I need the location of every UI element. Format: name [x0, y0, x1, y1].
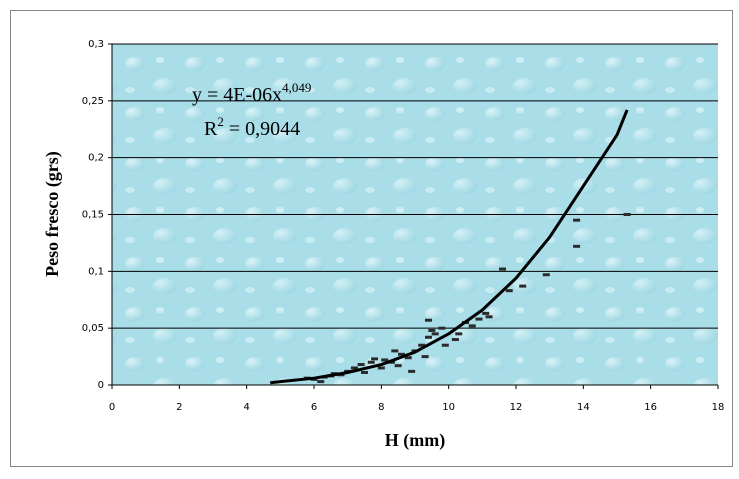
data-point	[418, 343, 426, 347]
y-tick-label: 0,05	[82, 323, 104, 334]
data-point	[371, 357, 379, 361]
equation-base: y = 4E-06x	[192, 84, 282, 106]
data-point	[475, 317, 483, 321]
data-point	[499, 267, 507, 271]
data-point	[424, 318, 432, 322]
data-point	[451, 338, 459, 342]
labels: 0 0,05 0,1 0,15 0,2 0,25 0,3 0 2 4 6 8 10 12 14 16 18	[82, 39, 725, 413]
data-point	[404, 356, 412, 360]
data-point	[367, 360, 375, 364]
x-tick-label: 0	[109, 402, 115, 413]
data-point	[377, 366, 385, 370]
x-tick-label: 18	[712, 402, 725, 413]
data-point	[573, 218, 581, 222]
x-tick-label: 8	[378, 402, 384, 413]
y-tick-label: 0,2	[88, 153, 104, 164]
data-point	[394, 364, 402, 368]
equation: y = 4E-06x4,049	[192, 80, 311, 106]
x-tick-label: 6	[311, 402, 317, 413]
y-tick-label: 0,3	[88, 39, 104, 50]
data-point	[391, 349, 399, 353]
y-tick-label: 0,1	[88, 266, 104, 277]
y-axis-title: Peso fresco (grs)	[42, 151, 63, 277]
r-squared-value: = 0,9044	[224, 118, 300, 140]
x-tick-label: 2	[176, 402, 182, 413]
data-point	[455, 332, 463, 336]
data-point	[505, 289, 513, 293]
x-tick-label: 16	[644, 402, 657, 413]
data-point	[421, 355, 429, 359]
r-squared: R2 = 0,9044	[204, 114, 300, 140]
data-point	[357, 363, 365, 367]
y-tick-label: 0	[98, 380, 104, 391]
data-point	[424, 335, 432, 339]
data-point	[441, 343, 449, 347]
data-point	[485, 315, 493, 319]
data-point	[623, 213, 631, 216]
equation-exponent: 4,049	[282, 80, 311, 95]
r-squared-exponent: 2	[217, 114, 224, 129]
data-point	[542, 273, 550, 277]
trend-line	[270, 109, 629, 385]
y-tick-label: 0,15	[82, 210, 104, 221]
x-axis-title: H (mm)	[385, 430, 445, 451]
x-tick-label: 4	[243, 402, 249, 413]
x-tick-label: 12	[510, 402, 523, 413]
data-point	[468, 324, 476, 328]
data-point	[361, 370, 368, 374]
data-point	[398, 352, 406, 356]
x-tick-label: 10	[442, 402, 455, 413]
data-point	[428, 328, 436, 332]
marks	[270, 109, 631, 385]
data-point	[317, 380, 325, 384]
data-point	[381, 358, 389, 362]
data-point	[482, 311, 490, 315]
data-point	[573, 244, 581, 248]
data-point	[438, 326, 446, 330]
x-tick-label: 14	[577, 402, 590, 413]
data-point	[431, 332, 439, 336]
r-squared-base: R	[204, 118, 218, 140]
data-point	[519, 284, 527, 288]
data-point	[350, 366, 358, 370]
y-tick-label: 0,25	[82, 96, 104, 107]
grid	[108, 43, 719, 389]
data-point	[408, 369, 416, 373]
